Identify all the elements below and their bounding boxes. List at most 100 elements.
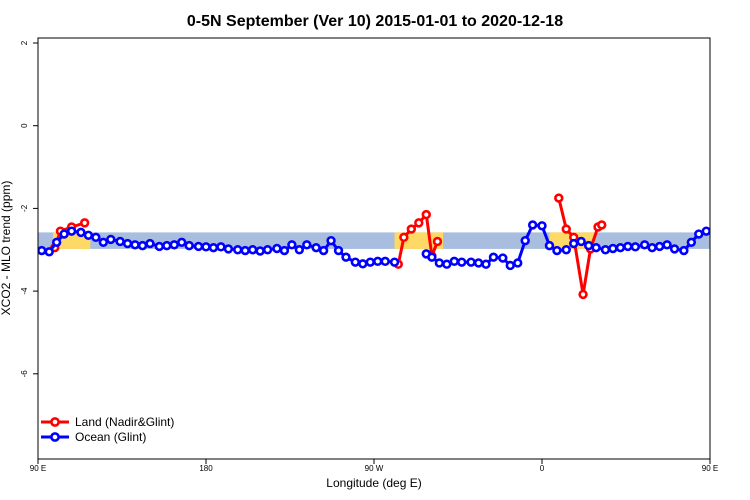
ocean-point — [208, 242, 219, 253]
legend-marker-land — [50, 417, 60, 427]
y-tick-label: -2 — [20, 204, 29, 212]
y-axis-label: XCO2 - MLO trend (ppm) — [0, 181, 13, 316]
ocean-point — [608, 243, 618, 254]
ocean-point — [240, 245, 250, 256]
x-tick-label: 90 E — [702, 464, 718, 473]
ocean-point — [358, 259, 368, 269]
ocean-point — [694, 229, 704, 239]
ocean-point — [569, 238, 579, 249]
series-layer — [38, 193, 750, 300]
ocean-point — [311, 242, 321, 253]
ocean-point — [145, 238, 155, 249]
land-point — [554, 193, 564, 203]
ocean-point — [488, 252, 499, 262]
chart-title: 0-5N September (Ver 10) 2015-01-01 to 20… — [187, 13, 563, 30]
ocean-point — [223, 244, 234, 254]
ocean-point — [262, 245, 273, 255]
land-point — [399, 232, 409, 243]
ocean-point — [505, 260, 515, 271]
ocean-point — [59, 229, 69, 239]
y-tick-label: 0 — [20, 123, 29, 128]
ocean-point — [701, 226, 710, 236]
legend-item-ocean: Ocean (Glint) — [41, 430, 146, 444]
land-point — [742, 224, 749, 231]
ocean-point — [247, 245, 258, 255]
ocean-point — [442, 259, 452, 269]
ocean-point — [272, 243, 282, 254]
land-point — [597, 220, 607, 230]
ocean-point — [434, 258, 445, 268]
ocean-point — [537, 221, 547, 231]
ocean-point — [76, 227, 86, 238]
ocean-point — [106, 234, 116, 245]
ocean-point — [561, 245, 571, 255]
ocean-point — [742, 239, 749, 246]
ocean-point — [473, 258, 484, 268]
ocean-point — [115, 236, 125, 247]
legend: Land (Nadir&Glint)Ocean (Glint) — [41, 415, 174, 444]
ocean-point — [216, 242, 226, 252]
ocean-point — [326, 235, 336, 246]
ocean-point — [365, 257, 375, 267]
legend-label-land: Land (Nadir&Glint) — [75, 415, 174, 429]
ocean-point — [66, 226, 77, 236]
ocean-point — [630, 242, 641, 252]
legend-label-ocean: Ocean (Glint) — [75, 430, 146, 444]
legend-item-land: Land (Nadir&Glint) — [41, 415, 174, 429]
ocean-point — [373, 256, 383, 267]
ocean-point — [427, 252, 437, 262]
ocean-point — [130, 240, 140, 250]
land-point — [432, 236, 443, 247]
x-axis: 90 E 180 90 W 0 90 E — [30, 459, 718, 473]
x-tick-label: 0 — [540, 464, 545, 473]
legend-marker-ocean — [50, 432, 60, 442]
ocean-point — [389, 257, 400, 267]
ocean-point — [662, 240, 672, 250]
ocean-point — [255, 246, 265, 256]
y-axis: 2 0 -2 -4 -6 — [20, 40, 38, 377]
ocean-point — [735, 234, 742, 241]
ocean-point — [193, 241, 204, 252]
ocean-point — [583, 240, 594, 251]
ocean-point — [552, 245, 562, 256]
ocean-point — [720, 231, 727, 238]
ocean-point — [520, 235, 530, 246]
y-tick-label: 2 — [20, 40, 29, 45]
land-point — [561, 224, 571, 234]
x-tick-label: 90 E — [30, 464, 46, 473]
ocean-point — [544, 240, 555, 251]
ocean-point — [615, 242, 626, 253]
ocean-point — [654, 241, 665, 252]
ocean-point — [380, 256, 390, 267]
ocean-point — [137, 240, 148, 251]
land-point — [406, 224, 417, 234]
y-tick-label: -4 — [20, 287, 29, 295]
land-point — [727, 240, 734, 247]
ocean-point — [287, 240, 297, 250]
ocean-point — [591, 242, 601, 253]
ocean-point — [647, 242, 657, 253]
land-point — [79, 218, 90, 228]
ocean-point — [679, 245, 689, 256]
ocean-point — [294, 245, 305, 255]
x-tick-label: 180 — [199, 464, 213, 473]
ocean-point — [466, 257, 476, 267]
plot-area — [38, 193, 750, 300]
ocean-point — [600, 245, 611, 255]
ocean-point — [169, 240, 179, 250]
ocean-point — [457, 257, 467, 267]
land-series-line — [731, 223, 750, 244]
ocean-point — [302, 240, 312, 250]
ocean-point — [498, 253, 508, 263]
ocean-point — [318, 245, 329, 256]
land-point — [578, 289, 588, 300]
ocean-point — [122, 238, 133, 249]
ocean-point — [449, 256, 459, 267]
ocean-point — [527, 220, 538, 230]
ocean-point — [709, 228, 710, 234]
ocean-point — [91, 232, 101, 243]
ocean-point — [177, 237, 187, 248]
ocean-point — [184, 240, 194, 251]
ocean-point — [481, 259, 491, 269]
ocean-point — [350, 257, 361, 267]
